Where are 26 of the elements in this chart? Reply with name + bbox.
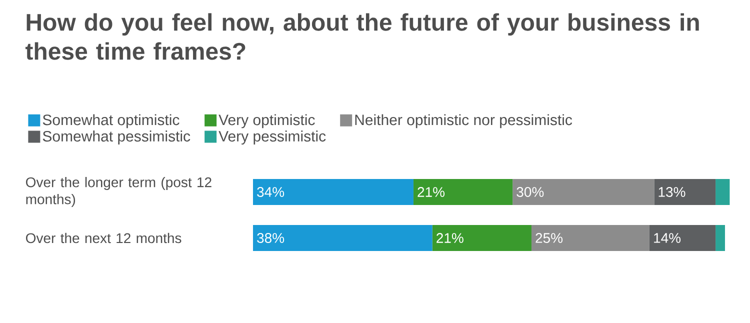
bar	[253, 224, 432, 251]
data-label: 34%	[257, 187, 284, 197]
legend-label: Very optimistic	[218, 114, 315, 128]
bar	[654, 178, 716, 205]
legend-label: Neither optimistic nor pessimistic	[355, 114, 572, 128]
data-label: 21%	[418, 187, 445, 197]
data-label: 13%	[658, 187, 686, 197]
legend-label: Somewhat pessimistic	[42, 130, 190, 145]
legend-label: Somewhat optimistic	[42, 114, 180, 128]
data-label: 30%	[516, 187, 544, 197]
data-label: 38%	[257, 233, 284, 243]
data-label: 14%	[654, 233, 681, 243]
bar	[649, 224, 716, 251]
bar	[531, 224, 650, 251]
y-tick-label: Over the next 12 months	[26, 232, 182, 244]
bar	[716, 224, 725, 251]
bar	[413, 178, 513, 205]
data-label: 21%	[436, 233, 464, 243]
data-label: 25%	[536, 233, 563, 243]
bar	[716, 178, 730, 205]
y-tick-label: Over the longer term (post 12 months)	[26, 176, 212, 208]
legend-label: Very pessimistic	[218, 130, 326, 145]
bar	[432, 224, 532, 251]
bar	[512, 178, 654, 205]
bar	[253, 178, 414, 205]
chart-title: How do you feel now, about the future of your business in these time frames?	[26, 13, 699, 60]
